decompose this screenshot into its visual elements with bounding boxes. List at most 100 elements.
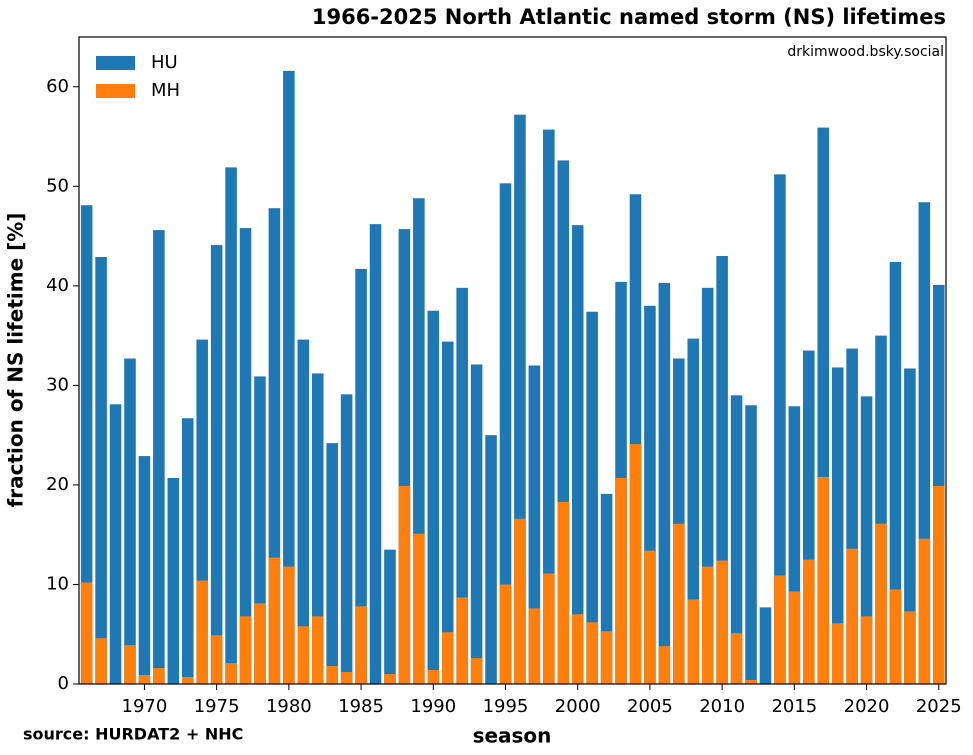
bar [745,405,757,684]
bar [340,394,353,684]
y-axis-label: fraction of NS lifetime [%] [4,213,28,508]
bar [514,518,526,684]
bar [239,616,252,684]
bar [326,443,338,684]
bar [889,589,902,684]
bar [788,406,801,684]
bar [759,607,772,684]
bar [557,501,570,684]
bar [153,668,165,684]
bar [109,404,122,684]
bar [254,603,266,684]
bar [586,622,598,684]
bar [398,485,411,684]
bar [441,341,454,684]
bar [427,310,440,684]
bar [557,160,570,685]
y-tick-label: 30 [46,374,69,395]
bar [846,548,858,684]
bar [730,395,743,684]
bar [470,364,483,684]
x-tick-label: 2015 [771,696,817,717]
bar [571,614,584,684]
bar [933,284,945,684]
bar [875,523,887,684]
x-axis-label: season [473,724,552,748]
bar [803,350,815,684]
bar [730,633,743,684]
bar [817,476,830,684]
bar [875,335,887,684]
bar [369,224,382,684]
bar [181,418,194,684]
bar [528,365,541,684]
bar [95,638,107,684]
x-tick-label: 2000 [555,696,601,717]
y-tick-label: 60 [46,76,69,97]
bar [904,368,916,684]
x-tick-label: 2005 [627,696,673,717]
bar [456,287,468,684]
bar [254,376,266,684]
bar [124,645,136,684]
bar [600,493,613,684]
bar [413,533,425,684]
bar [384,549,396,684]
bar [80,582,93,684]
bar [311,616,324,684]
bar [297,626,310,684]
bar [196,580,208,684]
bar [860,616,873,684]
bar [268,557,281,684]
bar [644,305,656,684]
bar [283,566,295,684]
x-tick-label: 1995 [483,696,529,717]
bar [427,670,440,684]
bar [543,573,555,684]
bar [716,255,728,684]
bar [846,348,858,684]
bar [413,198,425,684]
source-note: source: HURDAT2 + NHC [23,725,243,744]
bar [485,435,497,684]
legend-label: MH [151,80,180,101]
x-tick-label: 1990 [410,696,456,717]
legend-swatch [96,84,135,98]
bar [311,373,324,684]
x-tick-label: 1985 [338,696,384,717]
bar [701,566,714,684]
bar [716,560,728,684]
bar [268,208,281,684]
bar [803,559,815,684]
bar [398,229,411,684]
bar [138,675,151,684]
bar [283,70,295,684]
bar [571,225,584,684]
bar [600,631,613,684]
bar [441,632,454,684]
bar [687,338,700,684]
y-tick-label: 0 [58,673,69,694]
bar [889,261,902,684]
bar [788,591,801,684]
bar [456,597,468,684]
bar [340,672,353,684]
bar [745,680,757,684]
bar [239,228,252,685]
bar [470,658,483,684]
bar [384,674,396,684]
bar [95,256,107,684]
legend-label: HU [151,52,178,73]
bar [629,444,642,684]
bar [831,623,844,684]
bar [673,358,685,684]
bar [860,396,873,684]
bar [644,550,656,684]
y-tick-label: 10 [46,573,69,594]
bar [210,245,223,684]
bar [918,538,931,684]
x-tick-label: 2010 [699,696,745,717]
bar [225,167,237,684]
